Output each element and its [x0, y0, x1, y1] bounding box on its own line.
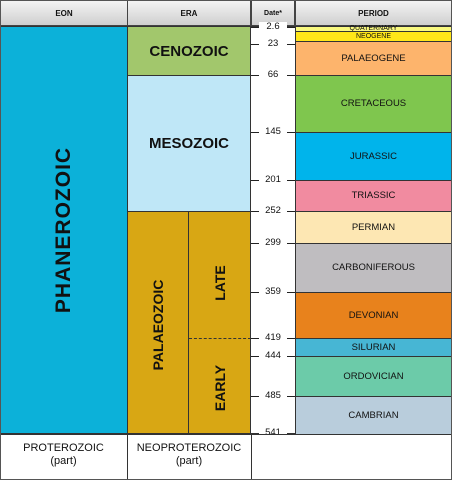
period-permian-label: PERMIAN — [351, 221, 396, 233]
date-label: 201 — [259, 175, 287, 185]
date-tick — [287, 132, 295, 133]
date-tick — [251, 27, 259, 28]
date-tick — [251, 75, 259, 76]
date-label: 541 — [259, 428, 287, 438]
date-tick — [251, 211, 259, 212]
date-label: 66 — [259, 70, 287, 80]
period-quaternary-label: QUATERNARY — [349, 25, 398, 32]
footer-divider-2 — [251, 434, 252, 480]
date-label: 485 — [259, 391, 287, 401]
date-label: 145 — [259, 127, 287, 137]
date-tick — [251, 180, 259, 181]
era-neoproterozoic-label: NEOPROTEROZOIC (part) — [136, 442, 242, 467]
period-devonian-label: DEVONIAN — [348, 309, 399, 321]
period-triassic-label: TRIASSIC — [351, 190, 396, 201]
period-neogene-label: NEOGENE — [355, 32, 391, 40]
date-tick — [287, 396, 295, 397]
period-jurassic-label: JURASSIC — [350, 150, 397, 162]
date-tick — [251, 132, 259, 133]
period-devonian-block — [295, 292, 452, 339]
era-palaeozoic-block — [127, 211, 251, 434]
date-tick — [287, 211, 295, 212]
period-silurian-label: SILURIAN — [351, 341, 396, 353]
date-tick — [287, 180, 295, 181]
period-palaeogene-label: PALAEOGENE — [341, 52, 406, 64]
date-label: 2.6 — [259, 22, 287, 32]
date-tick — [287, 75, 295, 76]
date-label: 23 — [259, 39, 287, 49]
period-cambrian-block — [295, 396, 452, 435]
period-ordovician-block — [295, 356, 452, 397]
period-palaeogene-block — [295, 41, 452, 76]
era-mesozoic-label: MESOZOIC — [148, 135, 229, 152]
date-tick — [287, 292, 295, 293]
date-column — [251, 26, 295, 434]
era-early-label: EARLY — [212, 364, 228, 412]
era-palaeozoic-label: PALAEOZOIC — [150, 279, 166, 371]
eon-phanerozoic-block — [0, 26, 128, 434]
date-tick — [251, 44, 259, 45]
date-tick — [287, 243, 295, 244]
era-cenozoic-label: CENOZOIC — [149, 42, 229, 60]
period-cretaceous-label: CRETACEOUS — [340, 98, 407, 109]
date-tick — [251, 292, 259, 293]
eon-phanerozoic-label: PHANEROZOIC — [52, 146, 75, 314]
eon-header: EON — [0, 0, 128, 26]
date-tick — [251, 396, 259, 397]
date-label: 359 — [259, 287, 287, 297]
date-label: 252 — [259, 206, 287, 216]
date-label: 419 — [259, 333, 287, 343]
date-tick — [251, 338, 259, 339]
period-cambrian-label: CAMBRIAN — [348, 409, 399, 421]
period-carboniferous-label: CARBONIFEROUS — [332, 262, 415, 273]
era-mesozoic-block — [127, 75, 251, 212]
late-early-divider — [189, 338, 251, 339]
date-tick — [251, 243, 259, 244]
footer-divider-1 — [127, 434, 128, 480]
eon-proterozoic-label: PROTEROZOIC (part) — [23, 442, 104, 467]
period-header: PERIOD — [295, 0, 452, 26]
date-tick — [287, 338, 295, 339]
date-label: 444 — [259, 351, 287, 361]
era-late-label: LATE — [212, 265, 228, 301]
palaeozoic-divider — [188, 211, 189, 434]
date-tick — [287, 27, 295, 28]
period-ordovician-label: ORDOVICIAN — [343, 370, 404, 382]
date-tick — [251, 356, 259, 357]
era-header: ERA — [127, 0, 251, 26]
footer-row — [0, 434, 452, 480]
date-label: 299 — [259, 238, 287, 248]
date-tick — [287, 356, 295, 357]
date-tick — [287, 44, 295, 45]
